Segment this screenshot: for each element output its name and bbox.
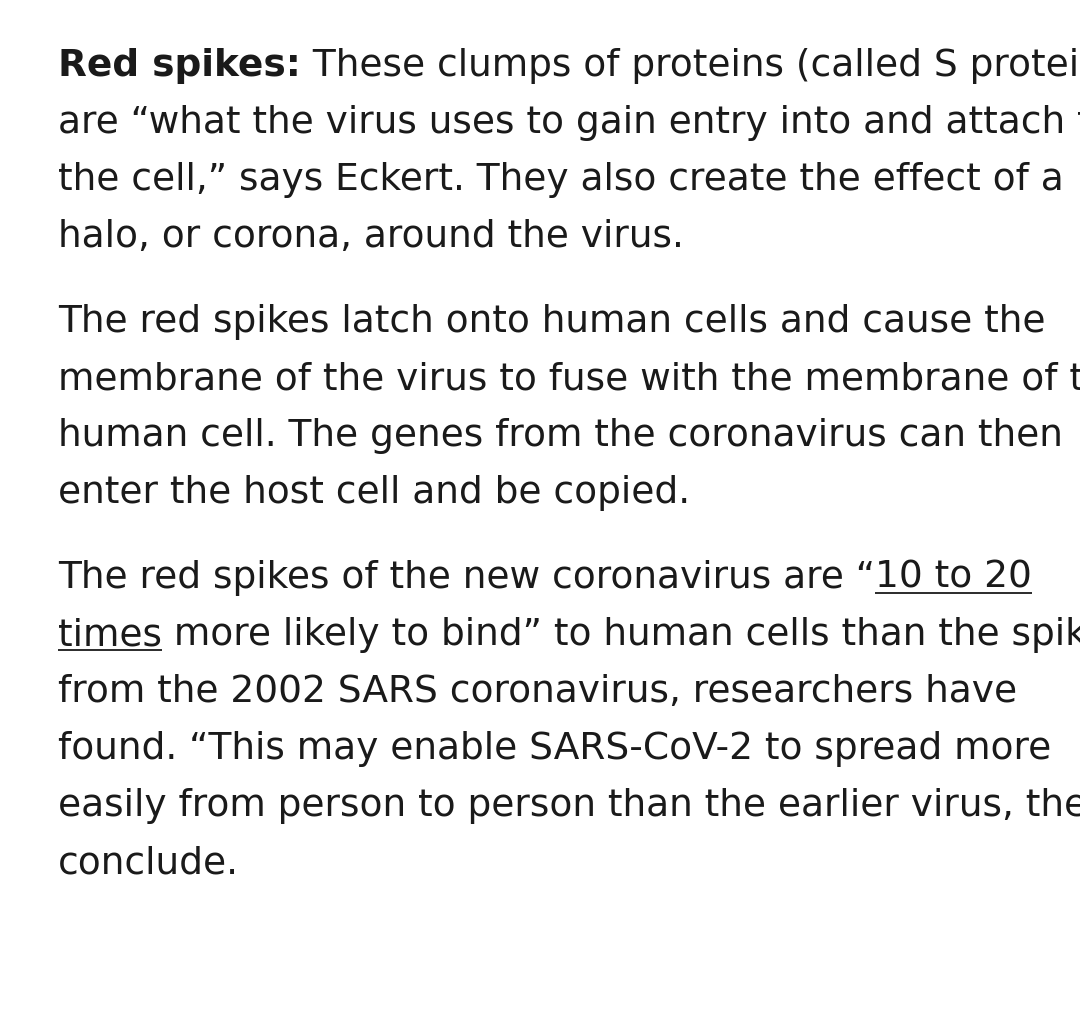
Text: membrane of the virus to fuse with the membrane of the: membrane of the virus to fuse with the m… bbox=[58, 361, 1080, 397]
Text: more likely to bind” to human cells than the spike: more likely to bind” to human cells than… bbox=[162, 617, 1080, 653]
Text: times: times bbox=[58, 617, 162, 653]
Text: from the 2002 SARS coronavirus, researchers have: from the 2002 SARS coronavirus, research… bbox=[58, 674, 1017, 710]
Text: The red spikes latch onto human cells and cause the: The red spikes latch onto human cells an… bbox=[58, 304, 1045, 340]
Text: These clumps of proteins (called S proteins): These clumps of proteins (called S prote… bbox=[301, 48, 1080, 84]
Text: easily from person to person than the earlier virus, they: easily from person to person than the ea… bbox=[58, 788, 1080, 824]
Text: found. “This may enable SARS-CoV-2 to spread more: found. “This may enable SARS-CoV-2 to sp… bbox=[58, 731, 1051, 767]
Text: 10 to 20: 10 to 20 bbox=[875, 560, 1032, 596]
Text: are “what the virus uses to gain entry into and attach to: are “what the virus uses to gain entry i… bbox=[58, 105, 1080, 141]
Text: Red spikes:: Red spikes: bbox=[58, 48, 301, 84]
Text: halo, or corona, around the virus.: halo, or corona, around the virus. bbox=[58, 219, 684, 255]
Text: conclude.: conclude. bbox=[58, 845, 239, 881]
Text: the cell,” says Eckert. They also create the effect of a: the cell,” says Eckert. They also create… bbox=[58, 162, 1064, 198]
Text: enter the host cell and be copied.: enter the host cell and be copied. bbox=[58, 475, 690, 511]
Text: human cell. The genes from the coronavirus can then: human cell. The genes from the coronavir… bbox=[58, 418, 1063, 454]
Text: The red spikes of the new coronavirus are “: The red spikes of the new coronavirus ar… bbox=[58, 560, 875, 596]
